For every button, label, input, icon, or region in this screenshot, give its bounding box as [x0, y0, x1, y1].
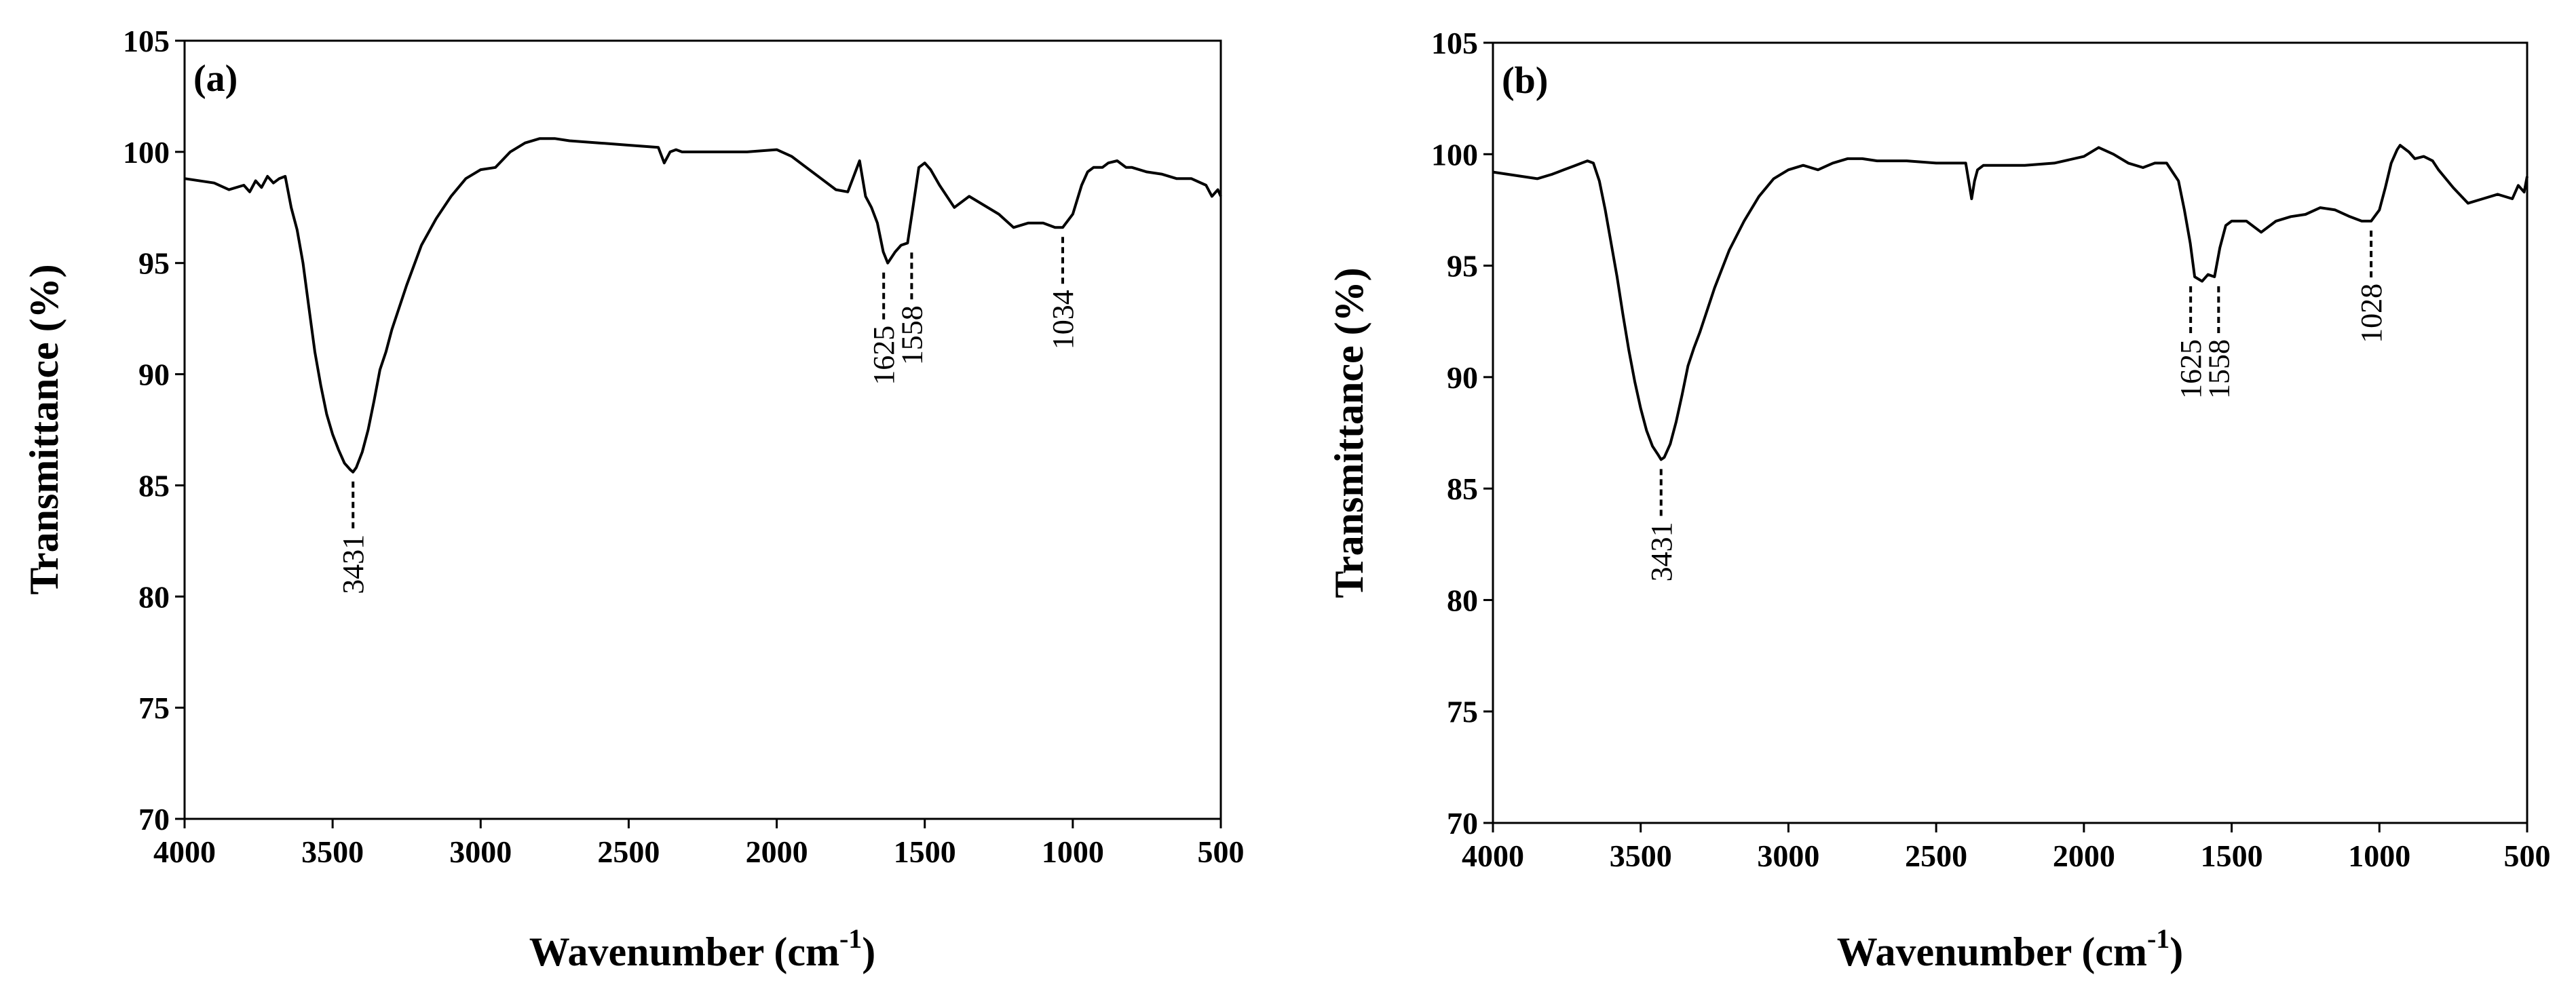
y-tick-label: 80: [138, 579, 170, 614]
x-tick-label: 500: [2504, 839, 2551, 873]
y-tick-label: 75: [138, 691, 170, 725]
spectrum-line: [1492, 144, 2528, 461]
peak-label: 3431: [337, 535, 370, 594]
x-tick-label: 4000: [153, 834, 216, 869]
x-tick-label: 1000: [1042, 834, 1104, 869]
y-tick-label: 70: [138, 802, 170, 836]
y-axis-title: Transmittance (%): [1327, 267, 1371, 598]
chart-panel-b: 70 75 80 85 90 95 100 105 4000 3500 3000 2500 2000 1…: [1327, 26, 2551, 974]
peak-label: 1028: [2355, 284, 2388, 343]
x-tick-label: 3000: [449, 834, 512, 869]
peak-label: 1625: [867, 326, 901, 385]
y-tick-label: 85: [1447, 472, 1478, 506]
y-tick-label: 75: [1447, 695, 1478, 729]
plot-frame: [1492, 41, 2528, 824]
y-axis-ticks: 70 75 80 85 90 95 100 105: [1431, 26, 1493, 841]
x-tick-label: 2000: [2053, 839, 2115, 873]
x-axis-title-main: Wavenumber (cm: [529, 929, 839, 974]
peak-label: 1034: [1046, 290, 1080, 349]
y-tick-label: 95: [138, 246, 170, 281]
y-tick-label: 105: [123, 24, 170, 58]
chart-panel-a: 70 75 80 85 90 95 100 105 4000 3500 3000 2500 2000 1…: [22, 24, 1245, 974]
spectrum-line: [184, 137, 1222, 474]
peak-label: 1558: [2202, 339, 2235, 399]
x-axis-title: Wavenumber (cm-1): [529, 923, 876, 974]
y-tick-label: 105: [1431, 26, 1478, 60]
y-tick-label: 100: [123, 135, 170, 170]
y-tick-label: 90: [1447, 360, 1478, 395]
x-tick-label: 1500: [894, 834, 956, 869]
x-tick-label: 3500: [301, 834, 364, 869]
x-tick-label: 1000: [2348, 839, 2410, 873]
x-tick-label: 3000: [1757, 839, 1819, 873]
peak-label: 1558: [895, 305, 928, 365]
x-axis-title-end: ): [2170, 929, 2183, 974]
panel-label: (a): [193, 58, 238, 100]
y-tick-label: 80: [1447, 583, 1478, 617]
x-tick-label: 3500: [1610, 839, 1672, 873]
y-tick-label: 95: [1447, 249, 1478, 284]
y-tick-label: 90: [138, 358, 170, 392]
peak-label: 3431: [1645, 522, 1678, 581]
x-tick-label: 1500: [2201, 839, 2263, 873]
x-axis-ticks: 4000 3500 3000 2500 2000 1500 1000 500: [1462, 823, 2551, 873]
x-tick-label: 500: [1198, 834, 1245, 869]
x-tick-label: 2500: [1905, 839, 1967, 873]
x-axis-title-main: Wavenumber (cm: [1837, 929, 2147, 974]
peak-label: 1625: [2174, 339, 2208, 399]
y-axis-title: Transmittance (%): [22, 264, 67, 594]
x-axis-title-end: ): [862, 929, 875, 974]
x-tick-label: 4000: [1462, 839, 1524, 873]
x-tick-label: 2000: [746, 834, 808, 869]
y-axis-ticks: 70 75 80 85 90 95 100 105: [123, 24, 185, 836]
panel-label: (b): [1502, 60, 1548, 102]
y-tick-label: 100: [1431, 137, 1478, 172]
x-axis-title-sup: -1: [2147, 923, 2170, 954]
plot-frame: [183, 39, 1222, 820]
y-tick-label: 85: [138, 468, 170, 503]
x-axis-ticks: 4000 3500 3000 2500 2000 1500 1000 500: [153, 819, 1245, 869]
x-axis-title: Wavenumber (cm-1): [1837, 923, 2184, 974]
x-axis-title-sup: -1: [839, 923, 862, 954]
x-tick-label: 2500: [597, 834, 660, 869]
y-tick-label: 70: [1447, 806, 1478, 841]
